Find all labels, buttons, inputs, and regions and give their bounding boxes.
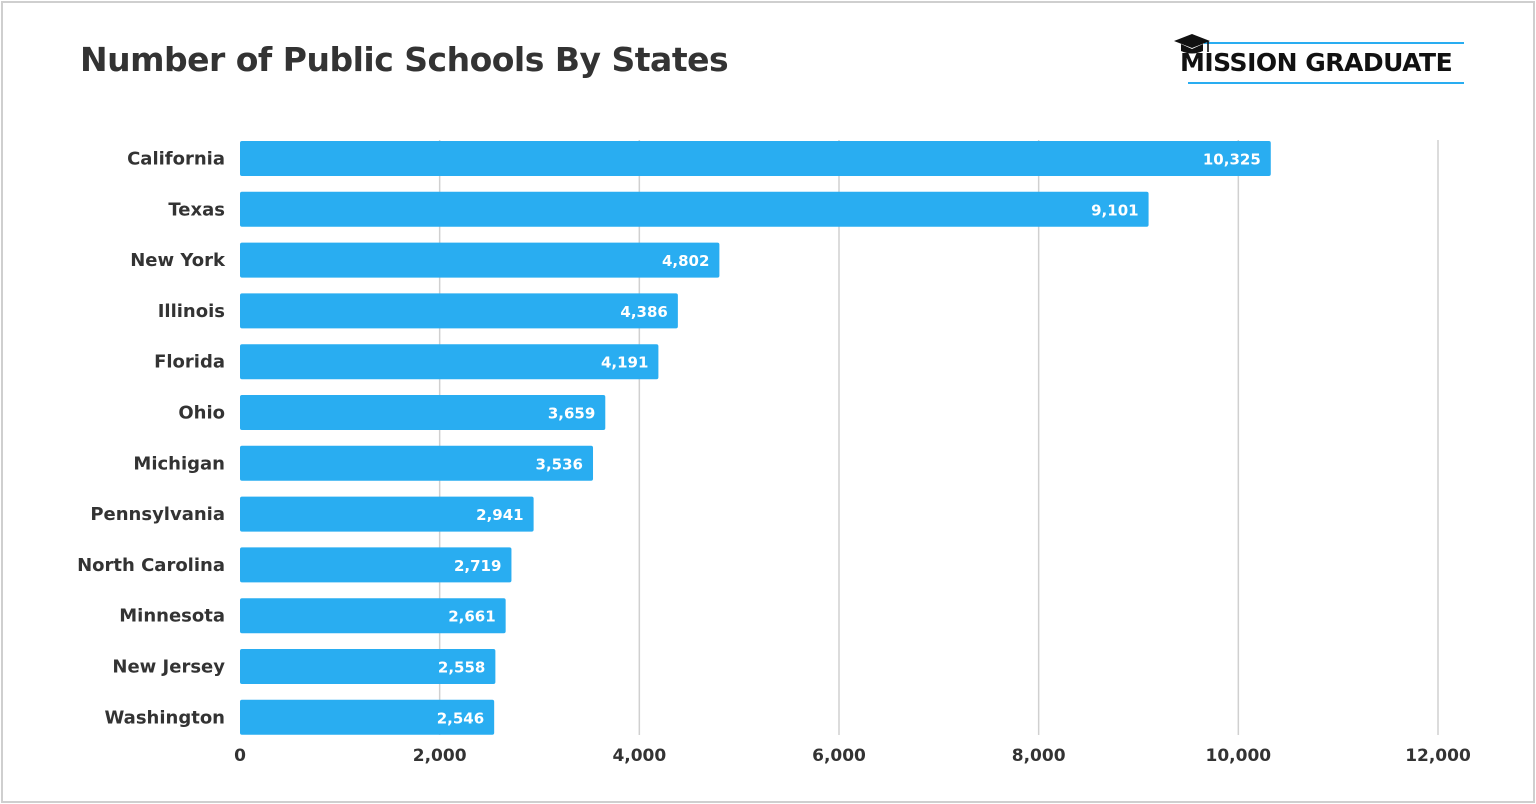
category-label: North Carolina [77, 555, 225, 576]
bars [240, 141, 1271, 735]
value-label: 2,941 [476, 506, 523, 524]
bar [240, 293, 678, 329]
category-label: Illinois [158, 301, 225, 322]
bar [240, 191, 1149, 227]
value-label: 4,191 [601, 354, 648, 372]
bar [240, 344, 659, 380]
x-tick-label: 10,000 [1206, 746, 1272, 766]
category-label: California [127, 149, 225, 170]
category-label: Pennsylvania [90, 504, 225, 525]
x-tick-labels: 0 2,000 4,000 6,000 8,000 10,000 12,000 [234, 746, 1471, 766]
bar [240, 699, 495, 735]
brand-logo: MISSION GRADUATE [1172, 32, 1472, 88]
category-label: Florida [154, 352, 225, 373]
x-tick-label: 4,000 [612, 746, 666, 766]
chart-title: Number of Public Schools By States [80, 40, 729, 79]
bar [240, 496, 534, 532]
value-labels: 10,325 9,101 4,802 4,386 4,191 3,659 3,536 2,94… [437, 151, 1261, 728]
category-label: Washington [104, 707, 225, 728]
x-tick-label: 2,000 [413, 746, 467, 766]
category-label: Ohio [178, 403, 225, 424]
value-label: 4,386 [620, 303, 667, 321]
bar [240, 395, 606, 430]
value-label: 3,536 [536, 455, 583, 473]
logo-top-line [1204, 42, 1464, 44]
value-label: 10,325 [1203, 151, 1261, 169]
logo-text: MISSION GRADUATE [1180, 48, 1453, 77]
bar [240, 445, 594, 481]
value-label: 2,719 [454, 557, 501, 575]
value-label: 2,661 [448, 608, 495, 626]
value-label: 9,101 [1091, 201, 1138, 219]
grid-lines [438, 140, 1439, 735]
category-label: Texas [168, 199, 225, 220]
value-label: 3,659 [548, 405, 595, 423]
graduation-cap-icon [1174, 34, 1210, 54]
bar [240, 242, 720, 278]
category-labels: California Texas New York Illinois Florida Oh… [77, 149, 226, 729]
category-label: Minnesota [119, 606, 225, 627]
x-tick-label: 8,000 [1012, 746, 1066, 766]
x-tick-label: 0 [234, 746, 246, 766]
x-tick-label: 12,000 [1405, 746, 1471, 766]
bar [240, 547, 512, 583]
bar [240, 598, 506, 634]
value-label: 2,558 [438, 659, 485, 677]
bar [240, 649, 496, 684]
x-tick-label: 6,000 [812, 746, 866, 766]
value-label: 4,802 [662, 252, 709, 270]
category-label: New York [130, 250, 226, 271]
bar [240, 141, 1271, 176]
category-label: Michigan [133, 453, 225, 474]
logo-bottom-line [1188, 82, 1464, 84]
category-label: New Jersey [112, 657, 225, 678]
value-label: 2,546 [437, 709, 484, 727]
